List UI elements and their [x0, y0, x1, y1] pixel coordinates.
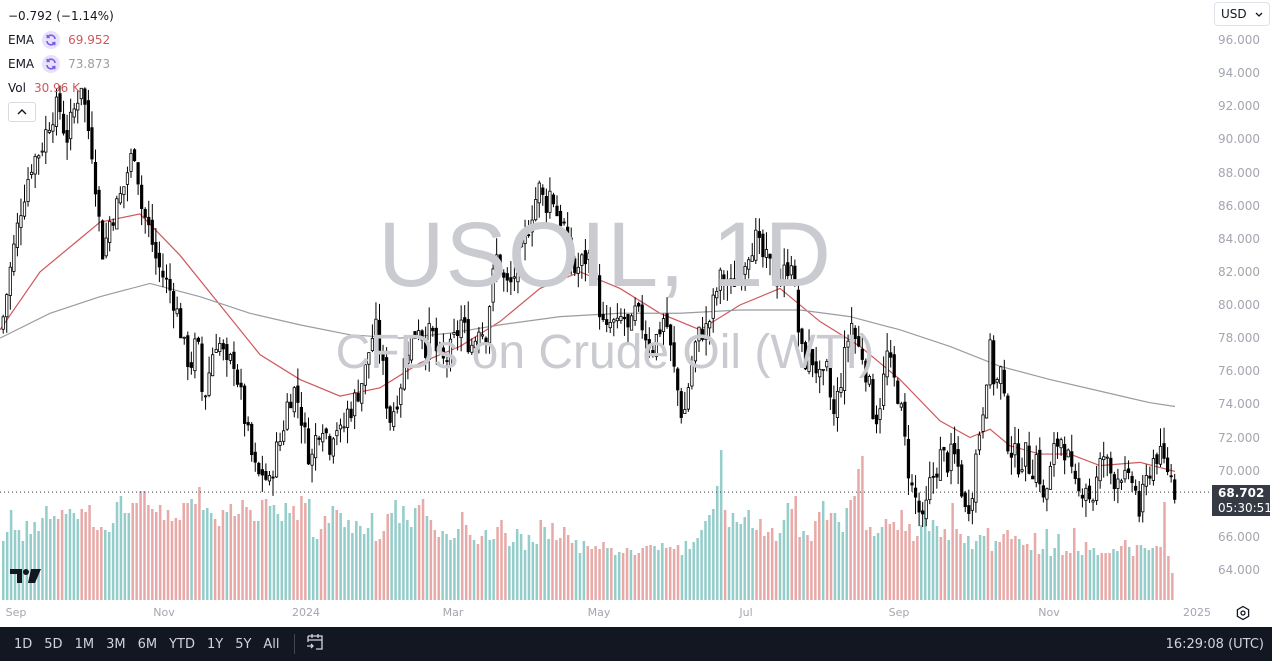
tradingview-logo-icon — [10, 569, 41, 583]
currency-select[interactable]: USD — [1214, 2, 1270, 26]
bar-countdown: 05:30:51 — [1218, 501, 1272, 515]
chart-legend: −0.792 (−1.14%) EMA 69.952 EMA 73.873 Vo… — [8, 4, 114, 122]
time-tick: Mar — [442, 606, 464, 619]
legend-ema-fast[interactable]: EMA 69.952 — [8, 28, 114, 52]
price-tick: 94.000 — [1218, 66, 1260, 81]
price-tick: 72.000 — [1218, 430, 1260, 445]
legend-ema-slow[interactable]: EMA 73.873 — [8, 52, 114, 76]
range-3m-button[interactable]: 3M — [106, 636, 126, 652]
chart-settings-button[interactable] — [1235, 605, 1251, 625]
volume-value: 30.96 K — [33, 81, 80, 95]
tradingview-logo[interactable] — [10, 568, 42, 588]
candlesticks — [1, 85, 1177, 528]
volume-label: Vol — [8, 81, 26, 95]
price-change: −0.792 (−1.14%) — [8, 9, 114, 23]
last-price-value: 68.702 — [1218, 486, 1265, 500]
range-5y-button[interactable]: 5Y — [235, 636, 252, 652]
range-5d-button[interactable]: 5D — [44, 636, 63, 652]
gear-icon — [1236, 605, 1250, 621]
price-tick: 90.000 — [1218, 132, 1260, 147]
price-chart-canvas[interactable] — [0, 0, 1210, 600]
currency-value: USD — [1221, 7, 1247, 21]
price-axis[interactable]: 96.000 94.000 92.000 90.000 88.000 86.000 84.0… — [1210, 0, 1272, 600]
chevron-down-icon — [1255, 12, 1263, 17]
price-tick: 92.000 — [1218, 99, 1260, 114]
ema-lines — [0, 213, 1176, 473]
price-tick: 86.000 — [1218, 198, 1260, 213]
time-tick: Sep — [888, 606, 910, 619]
price-tick: 96.000 — [1218, 33, 1260, 47]
volume-bars — [2, 450, 1174, 600]
ema-fast-value: 69.952 — [68, 33, 111, 47]
time-axis[interactable]: Sep Nov 2024 Mar May Jul Sep Nov 2025 — [0, 600, 1211, 627]
time-tick: 2024 — [292, 606, 320, 619]
price-tick: 64.000 — [1218, 563, 1260, 577]
range-ytd-button[interactable]: YTD — [169, 636, 195, 652]
ema-slow-value: 73.873 — [68, 57, 111, 71]
range-6m-button[interactable]: 6M — [137, 636, 158, 652]
toolbar-divider — [293, 634, 295, 654]
price-tick: 80.000 — [1218, 298, 1260, 312]
last-price-label: 68.702 05:30:51 — [1212, 485, 1272, 516]
price-tick: 78.000 — [1218, 331, 1260, 346]
range-1m-button[interactable]: 1M — [74, 636, 95, 652]
price-tick: 84.000 — [1218, 231, 1260, 246]
bottom-toolbar: 1D 5D 1M 3M 6M YTD 1Y 5Y All 16:29:08 (U… — [0, 627, 1272, 661]
time-tick: Sep — [5, 606, 27, 619]
price-tick: 76.000 — [1218, 364, 1260, 379]
goto-date-button[interactable] — [305, 632, 325, 656]
collapse-legend-button[interactable] — [8, 102, 36, 122]
time-tick: Nov — [153, 606, 175, 619]
price-tick: 88.000 — [1218, 165, 1260, 180]
price-tick: 66.000 — [1218, 529, 1260, 544]
time-tick: Nov — [1038, 606, 1060, 619]
time-tick: 2025 — [1183, 606, 1211, 619]
time-tick: Jul — [739, 606, 753, 619]
range-all-button[interactable]: All — [263, 636, 280, 652]
chevron-up-icon — [17, 109, 27, 115]
refresh-icon[interactable] — [42, 55, 61, 73]
utc-clock[interactable]: 16:29:08 (UTC) — [1165, 636, 1264, 652]
legend-volume[interactable]: Vol 30.96 K — [8, 76, 114, 100]
range-1y-button[interactable]: 1Y — [206, 636, 224, 652]
ema-label: EMA — [8, 33, 35, 47]
range-1d-button[interactable]: 1D — [14, 636, 33, 652]
ema-label: EMA — [8, 57, 35, 71]
price-tick: 74.000 — [1218, 397, 1260, 412]
calendar-goto-icon — [306, 634, 323, 650]
refresh-icon[interactable] — [42, 31, 61, 49]
price-tick: 70.000 — [1218, 463, 1260, 478]
price-tick: 82.000 — [1218, 264, 1260, 279]
time-tick: May — [587, 606, 611, 619]
